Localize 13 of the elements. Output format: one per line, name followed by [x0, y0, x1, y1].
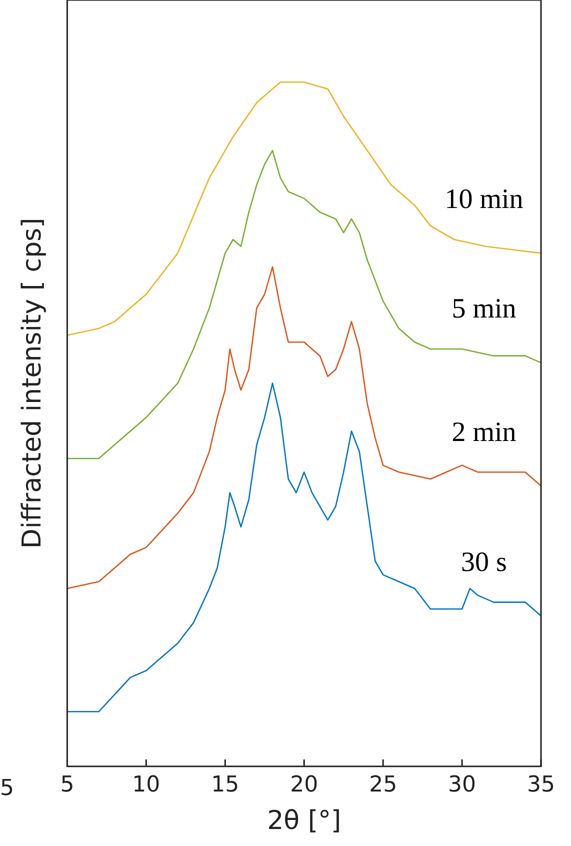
x-tick-label: 35 — [527, 772, 555, 798]
series-label: 30 s — [461, 546, 507, 578]
series-label: 2 min — [452, 416, 516, 448]
x-tick-label: 5 — [60, 772, 74, 798]
series-label: 10 min — [444, 184, 524, 216]
x-tick-label: 10 — [132, 772, 160, 798]
y-axis-title: Diffracted intensity [ cps] — [17, 218, 48, 549]
x-tick-label: 20 — [290, 772, 318, 798]
series-label: 5 min — [452, 294, 516, 325]
x-tick-label: 15 — [211, 772, 240, 798]
x-tick-label: 30 — [448, 772, 476, 798]
x-axis-title: 2θ [°] — [267, 806, 342, 836]
x-tick-label: 25 — [369, 772, 398, 798]
